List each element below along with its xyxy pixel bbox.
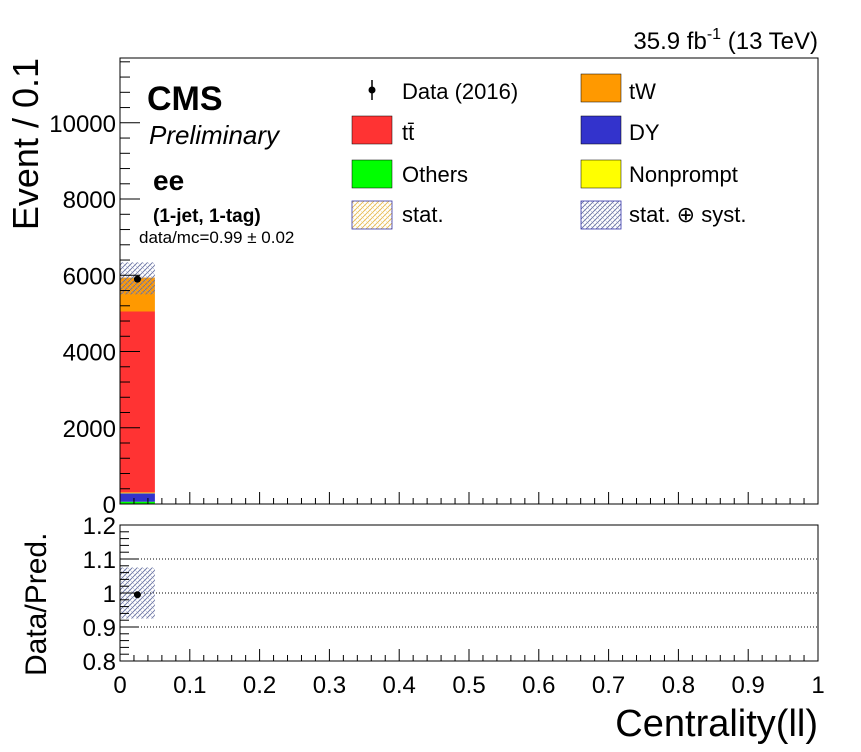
legend-entry-tw: tW	[580, 73, 656, 104]
legend-label-stat: stat.	[402, 202, 444, 227]
legend-label-data: Data (2016)	[402, 79, 518, 104]
main-y-axis: 0 2000 4000 6000 8000 10000	[49, 61, 140, 519]
y-tick-label: 8000	[63, 187, 116, 214]
ratio-points	[133, 591, 141, 599]
data-points	[133, 275, 141, 283]
y-tick-label: 0	[103, 492, 116, 519]
y-tick-label: 10000	[49, 111, 116, 138]
category-label: (1-jet, 1-tag)	[153, 206, 261, 227]
x-tick-label: 0.4	[383, 672, 416, 699]
x-tick-label: 0	[113, 672, 126, 699]
ratio-summary: data/mc=0.99 ± 0.02	[139, 228, 294, 247]
ratio-gridlines	[120, 558, 818, 628]
legend-label-ttbar: tt̄	[402, 120, 414, 145]
x-tick-label: 0.2	[243, 672, 276, 699]
y-axis-title: Event / 0.1	[5, 58, 46, 230]
legend-entry-stat-syst: stat. ⊕ syst.	[580, 200, 746, 230]
ratio-y-axis: 0.8 0.9 1 1.1 1.2	[83, 513, 138, 676]
legend-label-others: Others	[402, 162, 468, 187]
y-tick-label: 4000	[63, 340, 116, 367]
ratio-y-axis-title: Data/Pred.	[20, 533, 53, 676]
preliminary-label: Preliminary	[149, 120, 281, 150]
y-tick-label: 6000	[63, 263, 116, 290]
legend-label-nonprompt: Nonprompt	[629, 162, 738, 187]
x-axis-title: Centrality(ll)	[615, 703, 818, 745]
ratio-y-tick-label: 1.1	[83, 547, 116, 574]
main-x-ticks	[119, 492, 819, 504]
x-tick-label: 1	[811, 672, 824, 699]
data-point-0	[133, 275, 141, 283]
bar-dy-0	[120, 493, 155, 502]
ratio-point-0	[133, 591, 141, 599]
bar-nonprompt-0	[120, 492, 155, 494]
channel-label: ee	[153, 165, 184, 196]
main-histogram	[120, 277, 155, 504]
x-tick-label: 0.7	[592, 672, 625, 699]
x-tick-label: 0.3	[313, 672, 346, 699]
ratio-y-tick-label: 0.9	[83, 615, 116, 642]
ratio-y-tick-label: 0.8	[83, 649, 116, 676]
x-tick-label: 0.5	[452, 672, 485, 699]
ratio-y-tick-label: 1.2	[83, 513, 116, 540]
x-tick-label: 0.9	[732, 672, 765, 699]
cms-label: CMS	[147, 80, 223, 118]
bar-tt-0	[120, 311, 155, 493]
y-tick-label: 2000	[63, 416, 116, 443]
x-tick-label: 0.8	[662, 672, 695, 699]
legend-label-dy: DY	[629, 120, 660, 145]
legend-entry-dy: DY	[580, 115, 660, 145]
x-tick-label: 0.1	[173, 672, 206, 699]
legend-entry-ttbar: tt̄	[351, 115, 414, 145]
lumi-label: 35.9 fb-1 (13 TeV)	[633, 26, 818, 55]
ratio-y-tick-label: 1	[103, 581, 116, 608]
legend: Data (2016) tt̄ Others stat. tW DY Nonpr…	[351, 73, 746, 230]
legend-entry-others: Others	[351, 159, 468, 189]
legend-entry-data: Data (2016)	[368, 79, 518, 104]
bar-others-0	[120, 501, 155, 504]
legend-label-tw: tW	[629, 79, 656, 104]
x-tick-label: 0.6	[522, 672, 555, 699]
legend-label-stat-syst: stat. ⊕ syst.	[629, 202, 746, 227]
ratio-x-axis: 0 0.1 0.2 0.3 0.4 0.5 0.6 0.7 0.8 0.9 1	[113, 649, 825, 699]
legend-entry-nonprompt: Nonprompt	[580, 159, 738, 189]
legend-entry-stat: stat.	[351, 200, 444, 230]
